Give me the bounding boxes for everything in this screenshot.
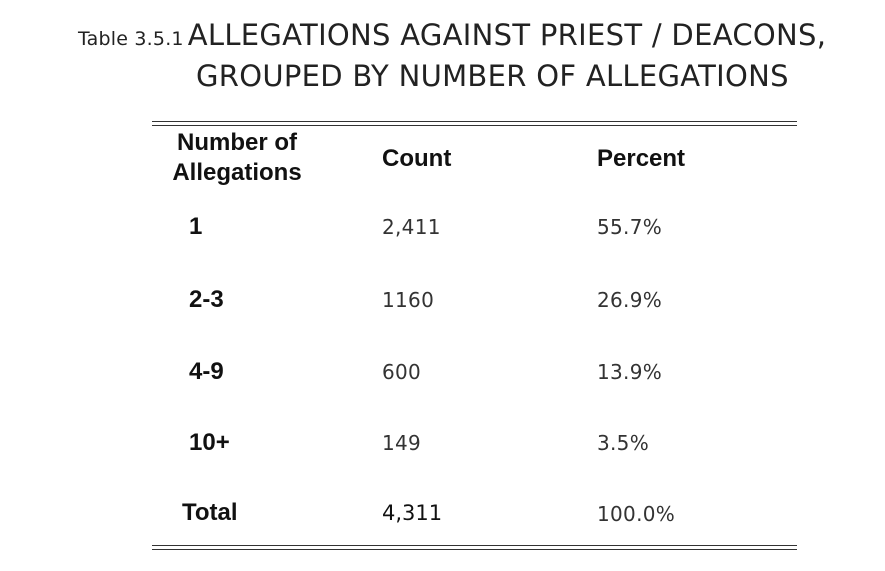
row-count: 1160 (382, 288, 435, 312)
total-label: Total (182, 499, 238, 526)
header-count: Count (382, 145, 452, 172)
header-number-of-allegations: Number of Allegations (162, 128, 312, 188)
title-line-1: Table 3.5.1 ALLEGATIONS AGAINST PRIEST /… (78, 18, 826, 52)
row-label: 2-3 (189, 286, 224, 313)
row-percent: 3.5% (597, 431, 650, 455)
row-percent: 13.9% (597, 360, 663, 384)
header-number-line-1: Number of (177, 129, 297, 156)
row-label: 4-9 (189, 358, 224, 385)
bottom-rule-inner (152, 549, 797, 550)
title-main-line-1: ALLEGATIONS AGAINST PRIEST / DEACONS, (187, 18, 827, 52)
row-count: 600 (382, 360, 422, 384)
row-label: 1 (189, 213, 203, 240)
table-number-label: Table 3.5.1 (78, 28, 184, 50)
row-percent: 55.7% (597, 215, 663, 239)
title-main-line-2: GROUPED BY NUMBER OF ALLEGATIONS (196, 59, 789, 93)
row-percent: 26.9% (597, 288, 663, 312)
total-percent: 100.0% (597, 502, 676, 526)
row-label: 10+ (189, 429, 230, 456)
top-rule-inner (152, 125, 797, 126)
header-percent: Percent (597, 145, 686, 172)
bottom-rule-outer (152, 545, 797, 546)
top-rule-outer (152, 121, 797, 122)
row-count: 2,411 (382, 215, 441, 239)
row-count: 149 (382, 431, 422, 455)
total-count: 4,311 (382, 501, 443, 525)
header-number-line-2: Allegations (172, 159, 302, 186)
